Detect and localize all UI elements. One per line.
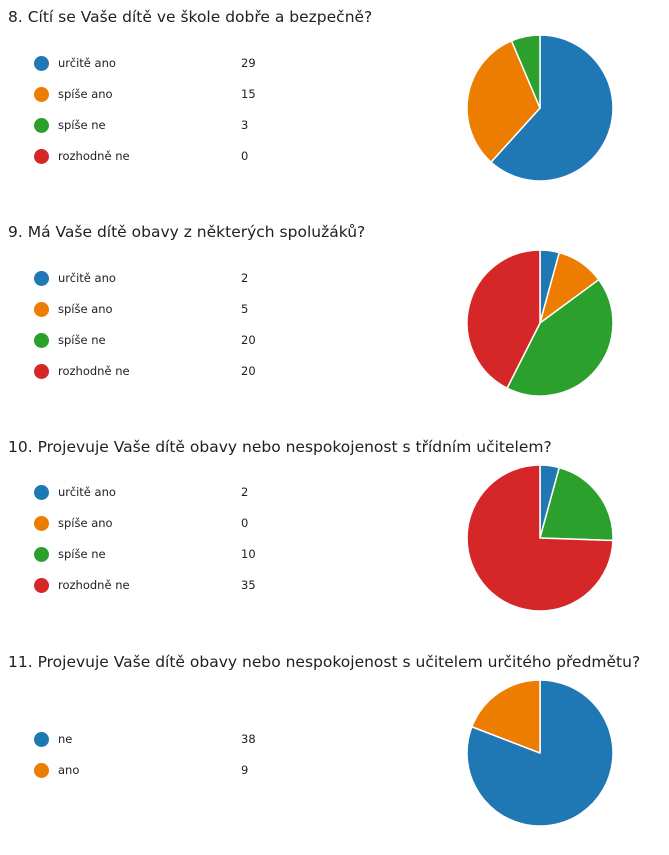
pie-slice-ne <box>466 679 614 827</box>
pie-chart <box>466 34 614 182</box>
legend-label: spíše ne <box>58 118 106 132</box>
legend-count: 38 <box>241 732 256 746</box>
legend-count: 20 <box>241 364 256 378</box>
question-title: 10. Projevuje Vaše dítě obavy nebo nespo… <box>8 438 552 456</box>
legend-label: rozhodně ne <box>58 149 130 163</box>
legend-label: určitě ano <box>58 56 116 70</box>
legend-count: 35 <box>241 578 256 592</box>
legend-dot <box>34 271 49 286</box>
legend-item: spíše ano 0 <box>34 514 274 534</box>
legend-count: 9 <box>241 763 249 777</box>
legend-count: 0 <box>241 149 249 163</box>
pie-chart <box>466 249 614 397</box>
legend-item: rozhodně ne 0 <box>34 147 274 167</box>
pie-chart <box>466 464 614 612</box>
legend-dot <box>34 732 49 747</box>
legend-item: spíše ne 20 <box>34 331 274 351</box>
legend-count: 10 <box>241 547 256 561</box>
legend-label: určitě ano <box>58 485 116 499</box>
legend-label: rozhodně ne <box>58 578 130 592</box>
pie-slice-ano <box>471 679 541 754</box>
question-title: 9. Má Vaše dítě obavy z některých spoluž… <box>8 223 366 241</box>
pie-slice-spise-ano <box>466 40 541 163</box>
legend-label: ano <box>58 763 80 777</box>
legend-label: určitě ano <box>58 271 116 285</box>
pie-slice-rozhodne-ne <box>466 464 614 612</box>
legend-count: 0 <box>241 516 249 530</box>
legend-dot <box>34 302 49 317</box>
legend-item: určitě ano 29 <box>34 54 274 74</box>
legend-dot <box>34 578 49 593</box>
legend-label: spíše ne <box>58 547 106 561</box>
legend-count: 15 <box>241 87 256 101</box>
pie-slice-rozhodne-ne <box>466 249 541 389</box>
pie-slice-spise-ne <box>506 278 614 397</box>
legend-dot <box>34 118 49 133</box>
legend-dot <box>34 547 49 562</box>
legend-count: 3 <box>241 118 249 132</box>
legend-dot <box>34 364 49 379</box>
legend-label: spíše ano <box>58 302 113 316</box>
legend-item: spíše ano 15 <box>34 85 274 105</box>
pie-slice-spise-ne <box>510 34 541 109</box>
legend-count: 2 <box>241 485 249 499</box>
legend-item: spíše ne 10 <box>34 545 274 565</box>
legend-item: spíše ne 3 <box>34 116 274 136</box>
legend-dot <box>34 333 49 348</box>
legend-dot <box>34 516 49 531</box>
legend-label: spíše ne <box>58 333 106 347</box>
legend-item: ne 38 <box>34 730 274 750</box>
legend-item: rozhodně ne 20 <box>34 362 274 382</box>
legend-item: spíše ano 5 <box>34 300 274 320</box>
legend-item: určitě ano 2 <box>34 269 274 289</box>
legend-count: 29 <box>241 56 256 70</box>
legend-count: 20 <box>241 333 256 347</box>
legend-item: určitě ano 2 <box>34 483 274 503</box>
legend-dot <box>34 149 49 164</box>
legend-label: rozhodně ne <box>58 364 130 378</box>
legend-label: spíše ano <box>58 516 113 530</box>
question-title: 11. Projevuje Vaše dítě obavy nebo nespo… <box>8 653 641 671</box>
legend-count: 2 <box>241 271 249 285</box>
legend-dot <box>34 87 49 102</box>
legend-label: ne <box>58 732 73 746</box>
legend-label: spíše ano <box>58 87 113 101</box>
pie-chart <box>466 679 614 827</box>
pie-slice-urcite-ano <box>490 34 614 182</box>
pie-slice-spise-ne <box>539 466 614 542</box>
legend-dot <box>34 56 49 71</box>
legend-count: 5 <box>241 302 249 316</box>
legend-dot <box>34 763 49 778</box>
legend-dot <box>34 485 49 500</box>
legend-item: ano 9 <box>34 761 274 781</box>
question-title: 8. Cítí se Vaše dítě ve škole dobře a be… <box>8 8 373 26</box>
legend-item: rozhodně ne 35 <box>34 576 274 596</box>
